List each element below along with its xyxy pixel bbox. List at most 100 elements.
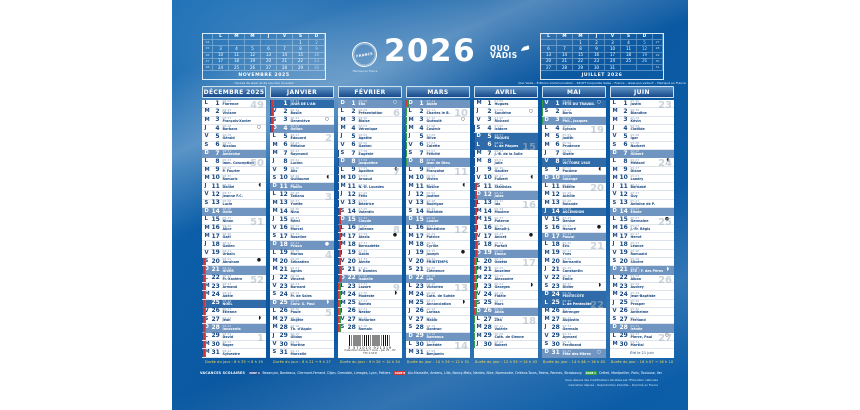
mini-calendar-next-month: L M M J V S D 1 2 3 4 5 27 6 7 8 9 10 11 12 28 13 14 15 16 17 18 19… [540,33,664,80]
day-row: L 2 07:12 Charles le B. [406,108,470,117]
day-number: 2 [487,107,492,115]
mini-day-number: 9 [309,46,325,53]
zone-bar-a [474,158,476,166]
day-details: 06:59 Jean de Dieu [427,158,450,165]
day-number: 22 [211,274,220,282]
zone-bar-c [339,299,341,307]
day-letter: J [408,133,411,140]
day-number: 8 [623,157,628,165]
day-details: 07:27 Lazare [359,283,371,289]
sunrise-time: 05:31 [630,323,640,328]
day-letter: L [544,299,548,306]
day-row: M 2 05:30 Blandine [610,108,674,117]
vacation-zone-bars [406,141,408,149]
day-row: M 15 06:37 Paterne [474,216,538,225]
day-row: M 17 07:39 Alexis ● [338,233,402,242]
saint-name: J.-Fr. Régis [630,227,651,232]
day-number: 18 [415,240,424,248]
zone-bar-b [474,274,476,282]
day-number: 15 [483,216,492,224]
zone-bar-c [339,282,341,291]
day-letter: L [272,307,276,314]
sunrise-time: 06:17 [494,298,504,303]
day-number: 23 [619,282,628,290]
day-details: 05:33 Augustin [563,316,580,323]
day-number: 3 [215,116,220,124]
day-letter: L [204,216,208,223]
saint-name: Véronique [358,127,378,132]
day-letter: M [544,249,550,256]
day-number: 30 [211,340,220,348]
day-letter: J [340,133,343,140]
sunrise-time: 06:32 [426,257,436,262]
moon-phase-icon: ○ [596,100,601,106]
vacation-zone-bars [338,274,342,282]
saint-name: Guy [630,193,638,198]
zone-bar-b [203,324,205,332]
mini-day-number: 27 [541,64,557,72]
day-row: J 18 05:27 Léonce [610,241,674,250]
day-letter: S [476,124,481,131]
quo-vadis-logo: QUO VADIS [490,45,530,59]
sunrise-time: 05:31 [630,315,640,320]
day-details: 05:50 Estelle [563,183,576,190]
sunrise-time: 08:43 [222,273,232,278]
day-details: 07:04 Sandrine [495,108,512,115]
day-letter: J [544,324,547,331]
zone-bar-a [474,149,476,158]
day-number: 15 [415,216,424,224]
day-details: 06:39 Patrice [427,233,440,239]
day-number: 11 [279,182,288,190]
sunrise-time: 06:17 [426,315,436,320]
zone-bar-b [475,249,477,257]
vacation-zone-bars [338,257,341,266]
day-row: V 20 07:33 Aimée [338,257,402,267]
mini-day-number [261,40,277,47]
saint-name: Alexandre [494,276,514,281]
day-details: 08:42 Mélaine [291,142,306,148]
sunrise-time: 05:55 [562,157,572,162]
saint-name: Daniel [222,185,235,190]
day-details: 08:44 Innocents [223,324,241,331]
day-letter: D [204,324,209,331]
day-details: 06:46 Mathilde [427,208,443,214]
week-number: 11 [454,166,468,178]
week-number: 49 [250,100,264,111]
vacation-zone-bars [202,291,206,299]
sunrise-time: 08:38 [222,199,232,204]
day-details: 08:41 Lucien [291,158,303,165]
day-details: 05:27 Antoine de P. [631,200,655,206]
sunrise-time: 08:35 [290,215,300,220]
day-details: 08:26 Vincent [291,275,305,281]
day-number: 27 [279,315,288,323]
day-letter: S [612,316,617,323]
day-details: 06:52 Rosine [427,183,439,190]
sunrise-time: 08:02 [358,132,368,137]
saint-name: Fr. de Sales [290,293,312,298]
saint-name: Gatien [222,243,235,248]
week-number: 52 [250,274,264,286]
day-row: D 25 08:21 Conv. S. Paul ◗ [270,299,334,308]
saint-name: Viviane [222,110,237,115]
day-number: 19 [347,249,356,257]
day-letter: S [204,199,209,206]
day-number: 22 [551,274,560,282]
day-details: 08:36 Nina [291,208,300,214]
zone-bar-b [339,257,341,266]
vacation-zone-bars [406,158,408,166]
day-row: M 27 08:18 Angèle [270,315,334,325]
saint-name: Romain [358,326,373,331]
sunrise-time: 06:15 [426,323,436,328]
day-details: 05:58 Prudence [563,142,581,148]
day-details: 05:27 Élisée [631,208,642,214]
day-details: 06:49 Gautier [495,167,509,173]
mini-day-number: 24 [605,58,621,65]
day-row: D 5 06:57 PÂQUES [474,132,538,142]
mini-day-number [229,40,245,47]
day-letter: S [476,299,481,306]
day-details: 07:51 N.-D. Lourdes [359,183,384,190]
sunrise-time: 06:57 [494,132,504,137]
vacation-zone-bars [474,224,477,232]
day-letter: J [544,266,547,273]
sunrise-time: 08:42 [222,257,232,262]
